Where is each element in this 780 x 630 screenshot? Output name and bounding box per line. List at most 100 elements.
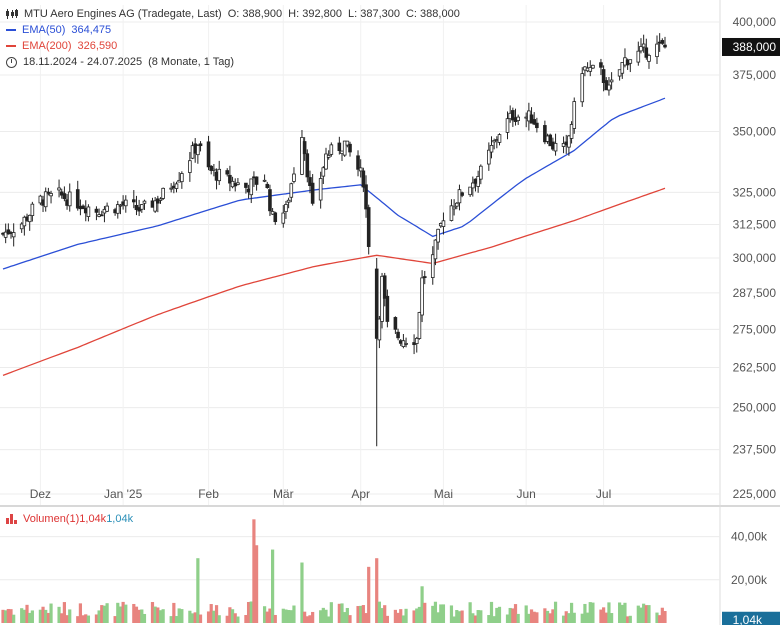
candle-body [302,141,307,155]
volume-bar [604,612,608,623]
candle-body [158,198,163,201]
volume-bar [591,602,595,623]
y-tick-label: 312,500 [733,218,777,232]
candle-body [11,232,16,238]
legend-ema200-row[interactable]: EMA(200) 326,590 [6,38,460,54]
volume-bar [655,612,659,623]
candle [647,53,651,69]
candle [284,200,288,219]
volume-bar [57,606,61,623]
candle-body [105,205,109,212]
volume-bar [206,611,211,623]
candle-body [86,206,91,217]
candle [380,272,384,329]
candle [382,272,387,307]
volume-bar [639,607,643,623]
candle-body [156,198,160,204]
candle [94,206,99,221]
volume-bar [660,607,664,623]
volume-bar [60,613,64,623]
volume-bar [273,614,277,623]
ema200-swatch [6,45,16,47]
volume-bar [452,616,456,623]
last-price-badge-text: 388,000 [733,40,777,54]
volume-bar [172,602,176,623]
candle [535,117,539,133]
candle [364,175,368,218]
volume-legend[interactable]: Volumen(1) 1,04k 1,04k [6,513,133,525]
volume-bar [225,615,229,623]
volume-bar [377,601,381,623]
candle-body [452,206,456,210]
candle-body [396,331,400,339]
candle-body [324,153,328,170]
candle-body [273,212,278,223]
candle-body [169,187,173,190]
volume-bar [180,609,184,623]
last-price-badge [722,37,780,56]
candle [212,163,216,177]
ema50-value: 364,475 [71,24,112,36]
candle-body [268,189,272,212]
candle-body [161,187,165,199]
volume-bar [553,601,558,623]
candle-body [441,220,446,227]
candlestick-icon [6,9,18,19]
candle-body [492,139,496,143]
volume-bar [84,614,88,623]
candle-body [476,176,480,187]
chart-legend: MTU Aero Engines AG (Tradegate, Last) O:… [6,6,460,70]
x-tick-label: Dez [30,487,51,501]
volume-bar [420,586,424,623]
candle [636,41,641,66]
volume-bar [599,609,603,623]
volume-bar [588,602,592,623]
volume-bar [153,606,157,623]
volume-bar [535,612,539,623]
candle-body [543,125,547,143]
volume-bar [644,605,648,623]
volume-bar [489,601,494,623]
volume-bar [473,615,478,623]
candle [156,195,160,213]
candle-body [281,212,286,224]
candle [505,111,510,140]
candle-body [326,154,331,158]
candle-body [244,182,248,188]
candle-body [300,137,304,175]
volume-bar [209,604,213,623]
candle-body [94,208,99,213]
candle [430,246,435,285]
candle-body [420,277,424,316]
candle [591,64,595,70]
candle-body [449,205,454,221]
candle-body [131,199,136,203]
volume-bar [460,610,464,623]
volume-bar [177,608,181,623]
candle [217,160,222,186]
candle-body [382,275,387,299]
y-tick-label: 325,000 [733,185,777,199]
volume-bar [94,614,99,623]
candle [262,174,267,183]
candle [497,133,502,146]
legend-ema50-row[interactable]: EMA(50) 364,475 [6,22,460,38]
volume-bar [321,607,325,623]
candle-body [436,228,440,243]
candle-body [342,140,347,156]
candle [236,177,240,186]
volume-bar [524,605,528,623]
volume-bar [364,613,368,623]
candle-body [591,64,595,69]
volume-bar [545,610,550,623]
volume-bar [356,606,360,623]
volume-bar [38,609,42,623]
candle [454,202,459,210]
volume-bar [76,616,80,623]
candle [310,174,315,206]
candle [67,183,72,212]
candle [19,222,24,233]
candle [516,114,520,125]
